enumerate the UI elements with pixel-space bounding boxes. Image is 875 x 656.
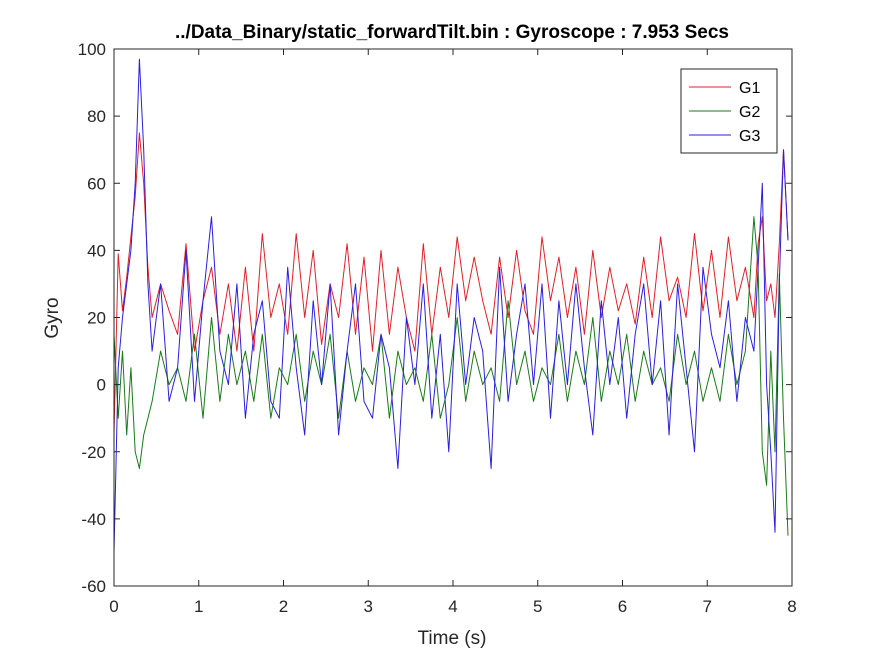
- axes: 0 1 2 3 4 5 6 7 8 -60 -40 -20 0 20 40 60 80 100: [78, 40, 797, 616]
- x-tick-label: 0: [109, 597, 118, 616]
- y-tick-label: 40: [87, 241, 106, 260]
- x-tick-label: 7: [703, 597, 712, 616]
- y-tick-label: -40: [81, 510, 106, 529]
- x-tick-label: 6: [618, 597, 627, 616]
- legend: G1 G2 G3: [680, 68, 778, 154]
- legend-label-g2: G2: [739, 104, 760, 121]
- chart-title: ../Data_Binary/static_forwardTilt.bin : …: [175, 22, 729, 43]
- x-tick-label: 1: [194, 597, 203, 616]
- series-line-g2: [113, 216, 789, 536]
- y-axis-label: Gyro: [42, 297, 63, 338]
- x-tick-label: 2: [279, 597, 288, 616]
- y-tick-label: 20: [87, 309, 106, 328]
- plot-area: [113, 58, 789, 553]
- y-tick-label: -60: [81, 577, 106, 596]
- x-tick-label: 8: [787, 597, 796, 616]
- y-tick-label: -20: [81, 443, 106, 462]
- legend-label-g3: G3: [739, 128, 760, 145]
- series-line-g3: [113, 58, 789, 553]
- y-tick-label: 80: [87, 107, 106, 126]
- y-tick-label: 60: [87, 174, 106, 193]
- series-line-g1: [113, 132, 789, 436]
- y-tick-label: 0: [97, 376, 106, 395]
- x-tick-label: 4: [448, 597, 457, 616]
- x-axis-label: Time (s): [418, 628, 487, 649]
- x-tick-label: 3: [364, 597, 373, 616]
- legend-label-g1: G1: [739, 80, 760, 97]
- x-tick-label: 5: [533, 597, 542, 616]
- y-tick-label: 100: [78, 40, 106, 59]
